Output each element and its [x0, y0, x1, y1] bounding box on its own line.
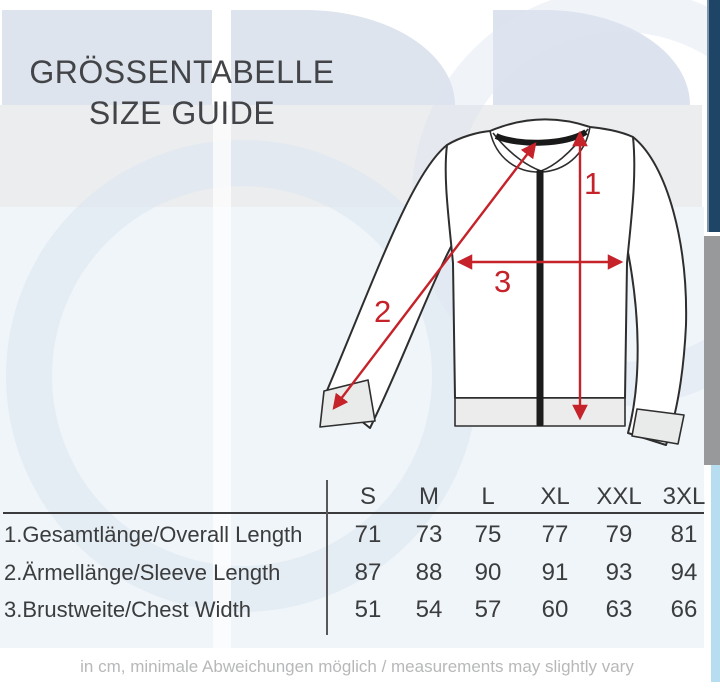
size-value-cell: 87: [354, 559, 382, 586]
footer-note: in cm, minimale Abweichungen möglich / m…: [80, 657, 634, 676]
size-value-cell: 57: [474, 596, 502, 623]
size-value-cell: 90: [474, 559, 502, 586]
size-column-header: XL: [540, 483, 570, 510]
marker-label-1: 1: [584, 166, 601, 201]
jacket-right-sleeve: [623, 136, 688, 446]
size-value-cell: 93: [605, 559, 633, 586]
marker-label-3: 3: [494, 264, 511, 299]
marker-label-2: 2: [374, 294, 391, 329]
measurement-row-label: 1.Gesamtlänge/Overall Length: [4, 522, 303, 547]
measurement-row-label: 2.Ärmellänge/Sleeve Length: [4, 560, 281, 585]
size-value-cell: 54: [415, 596, 443, 623]
size-column-header: L: [481, 483, 495, 510]
size-column-header: S: [359, 483, 376, 510]
size-value-cell: 73: [415, 521, 443, 548]
size-value-cell: 63: [605, 596, 633, 623]
size-value-cell: 51: [354, 596, 382, 623]
bg-band-topleft: [2, 10, 212, 105]
size-value-cell: 79: [605, 521, 633, 548]
size-column-header: 3XL: [662, 483, 706, 510]
edge-bar-blue: [711, 465, 720, 682]
page-title: GRÖSSENTABELLE SIZE GUIDE: [0, 52, 364, 134]
table-horizontal-rule: [3, 512, 704, 514]
size-value-cell: 88: [415, 559, 443, 586]
jacket-diagram: 1 2 3: [319, 118, 688, 446]
size-value-cell: 81: [670, 521, 698, 548]
table-vertical-rule: [326, 480, 328, 635]
bg-white-strip: [213, 0, 231, 648]
arrow-sleeve-length: [332, 142, 537, 410]
size-value-cell: 75: [474, 521, 502, 548]
jacket-right-cuff: [631, 408, 685, 445]
size-value-cell: 66: [670, 596, 698, 623]
size-value-cell: 91: [541, 559, 569, 586]
size-value-cell: 94: [670, 559, 698, 586]
edge-bar-navy: [707, 0, 720, 232]
measurement-row-label: 3.Brustweite/Chest Width: [4, 597, 251, 622]
size-column-header: M: [419, 483, 439, 510]
title-english: SIZE GUIDE: [88, 95, 276, 131]
title-german: GRÖSSENTABELLE: [29, 54, 335, 90]
size-value-cell: 71: [354, 521, 382, 548]
size-value-cell: 60: [541, 596, 569, 623]
edge-bar-gray: [704, 236, 720, 465]
size-value-cell: 77: [541, 521, 569, 548]
measurement-arrows: [332, 130, 624, 421]
size-column-header: XXL: [596, 483, 642, 510]
jacket-zipper: [536, 170, 544, 426]
